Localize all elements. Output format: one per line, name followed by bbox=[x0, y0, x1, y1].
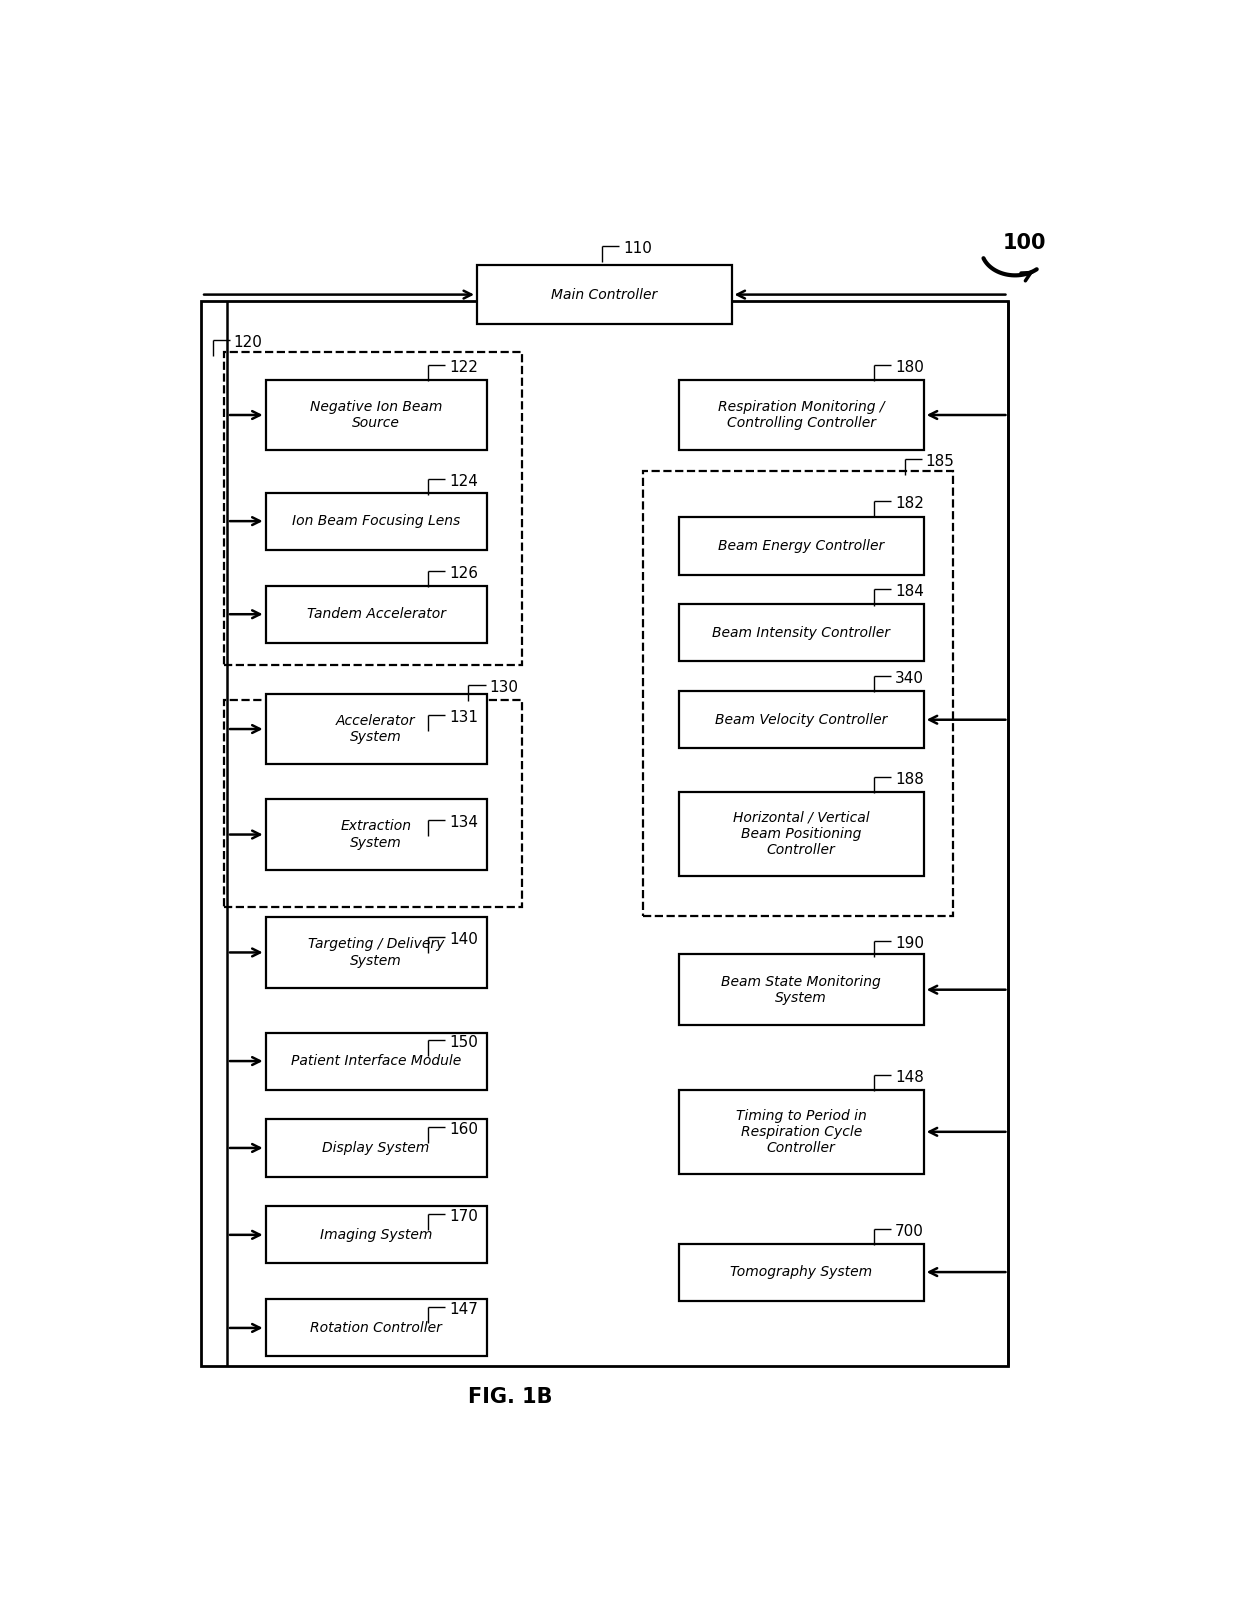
Text: 100: 100 bbox=[1003, 234, 1047, 253]
Text: Ion Beam Focusing Lens: Ion Beam Focusing Lens bbox=[291, 514, 460, 529]
Text: 130: 130 bbox=[490, 680, 518, 695]
Text: Beam Energy Controller: Beam Energy Controller bbox=[718, 538, 884, 553]
Text: 124: 124 bbox=[449, 474, 477, 488]
Bar bbox=[265, 1299, 486, 1356]
Text: Imaging System: Imaging System bbox=[320, 1228, 433, 1241]
Text: 700: 700 bbox=[895, 1224, 924, 1238]
Bar bbox=[265, 585, 486, 643]
Text: Patient Interface Module: Patient Interface Module bbox=[291, 1054, 461, 1069]
Text: 148: 148 bbox=[895, 1070, 924, 1085]
Bar bbox=[678, 517, 924, 574]
Text: 340: 340 bbox=[895, 671, 924, 687]
Bar bbox=[265, 693, 486, 764]
Text: 180: 180 bbox=[895, 359, 924, 374]
Text: 188: 188 bbox=[895, 772, 924, 787]
Text: Timing to Period in
Respiration Cycle
Controller: Timing to Period in Respiration Cycle Co… bbox=[735, 1109, 867, 1156]
Text: 160: 160 bbox=[449, 1122, 479, 1136]
Text: Horizontal / Vertical
Beam Positioning
Controller: Horizontal / Vertical Beam Positioning C… bbox=[733, 811, 869, 858]
Bar bbox=[224, 353, 522, 666]
Text: Beam Intensity Controller: Beam Intensity Controller bbox=[712, 625, 890, 640]
Text: Accelerator
System: Accelerator System bbox=[336, 714, 415, 745]
Bar bbox=[265, 379, 486, 450]
Text: Targeting / Delivery
System: Targeting / Delivery System bbox=[308, 937, 444, 967]
Bar bbox=[678, 379, 924, 450]
Text: 131: 131 bbox=[449, 709, 479, 725]
Text: 126: 126 bbox=[449, 566, 479, 580]
Text: 120: 120 bbox=[234, 335, 263, 350]
Bar bbox=[224, 700, 522, 908]
Bar bbox=[265, 1033, 486, 1090]
Bar bbox=[265, 493, 486, 550]
Text: 140: 140 bbox=[449, 932, 477, 946]
Bar bbox=[265, 1206, 486, 1264]
Text: 134: 134 bbox=[449, 816, 479, 830]
Bar bbox=[678, 1090, 924, 1174]
Text: Main Controller: Main Controller bbox=[551, 287, 657, 301]
Text: 185: 185 bbox=[926, 455, 955, 469]
Text: 147: 147 bbox=[449, 1302, 477, 1317]
Bar bbox=[477, 266, 732, 324]
Text: Display System: Display System bbox=[322, 1141, 429, 1154]
Text: 190: 190 bbox=[895, 935, 924, 951]
Text: Beam Velocity Controller: Beam Velocity Controller bbox=[715, 713, 888, 727]
Text: Tomography System: Tomography System bbox=[730, 1265, 872, 1278]
Bar bbox=[678, 1243, 924, 1301]
Bar bbox=[265, 917, 486, 988]
Text: 150: 150 bbox=[449, 1035, 477, 1049]
Text: FIG. 1B: FIG. 1B bbox=[469, 1388, 553, 1407]
Text: Extraction
System: Extraction System bbox=[341, 819, 412, 850]
Text: Negative Ion Beam
Source: Negative Ion Beam Source bbox=[310, 400, 443, 430]
Bar bbox=[678, 791, 924, 877]
Bar bbox=[265, 1119, 486, 1177]
Bar bbox=[201, 301, 1008, 1367]
Text: 110: 110 bbox=[622, 240, 652, 256]
Text: 122: 122 bbox=[449, 359, 477, 374]
Bar bbox=[265, 800, 486, 870]
Text: Tandem Accelerator: Tandem Accelerator bbox=[306, 608, 445, 621]
Text: Beam State Monitoring
System: Beam State Monitoring System bbox=[722, 975, 882, 1004]
Text: Respiration Monitoring /
Controlling Controller: Respiration Monitoring / Controlling Con… bbox=[718, 400, 884, 430]
Text: 170: 170 bbox=[449, 1209, 477, 1224]
Text: Rotation Controller: Rotation Controller bbox=[310, 1320, 441, 1335]
Text: 184: 184 bbox=[895, 584, 924, 600]
Bar bbox=[644, 471, 952, 916]
Bar bbox=[678, 604, 924, 661]
Text: 182: 182 bbox=[895, 496, 924, 511]
Bar bbox=[678, 692, 924, 748]
Bar bbox=[678, 954, 924, 1025]
